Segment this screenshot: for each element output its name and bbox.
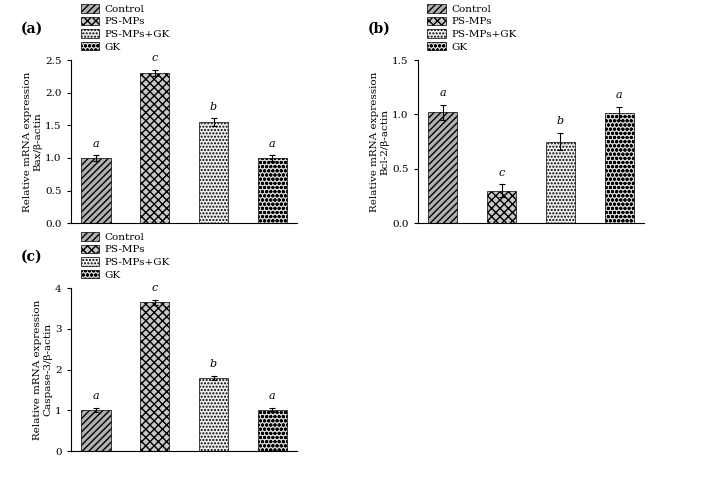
Text: c: c: [152, 53, 158, 63]
Text: b: b: [557, 116, 564, 126]
Text: a: a: [440, 88, 446, 98]
Legend: Control, PS-MPs, PS-MPs+GK, GK: Control, PS-MPs, PS-MPs+GK, GK: [81, 4, 170, 51]
Text: a: a: [616, 90, 622, 100]
Bar: [546, 142, 575, 223]
Text: a: a: [269, 391, 275, 401]
Text: (b): (b): [368, 22, 391, 36]
Legend: Control, PS-MPs, PS-MPs+GK, GK: Control, PS-MPs, PS-MPs+GK, GK: [81, 232, 170, 279]
Text: b: b: [210, 102, 217, 111]
Bar: [199, 122, 228, 223]
Text: c: c: [152, 283, 158, 293]
Text: a: a: [93, 139, 99, 149]
Text: (c): (c): [21, 250, 43, 264]
Text: b: b: [210, 359, 217, 369]
Text: (a): (a): [21, 22, 43, 36]
Bar: [81, 409, 110, 451]
Bar: [140, 302, 169, 451]
Bar: [140, 73, 169, 223]
Bar: [258, 158, 287, 223]
Bar: [199, 378, 228, 451]
Bar: [258, 409, 287, 451]
Y-axis label: Relative mRNA expression
Caspase-3/β-actin: Relative mRNA expression Caspase-3/β-act…: [33, 300, 52, 440]
Text: a: a: [269, 139, 275, 149]
Y-axis label: Relative mRNA expression
Bcl-2/β-actin: Relative mRNA expression Bcl-2/β-actin: [370, 72, 389, 212]
Bar: [81, 158, 110, 223]
Text: a: a: [93, 391, 99, 401]
Legend: Control, PS-MPs, PS-MPs+GK, GK: Control, PS-MPs, PS-MPs+GK, GK: [428, 4, 517, 51]
Y-axis label: Relative mRNA expression
Bax/β-actin: Relative mRNA expression Bax/β-actin: [23, 72, 42, 212]
Bar: [428, 112, 457, 223]
Text: c: c: [498, 168, 505, 178]
Bar: [487, 191, 516, 223]
Bar: [605, 113, 634, 223]
